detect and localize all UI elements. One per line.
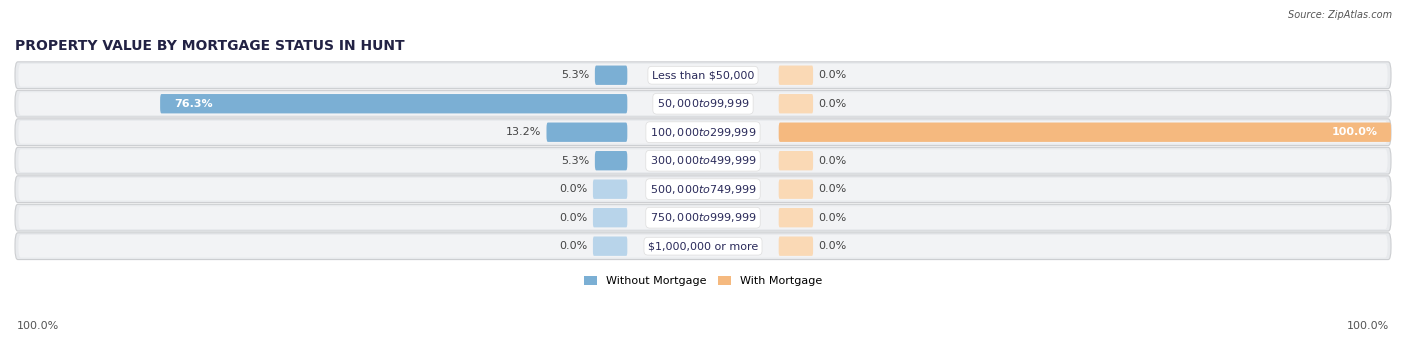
Text: 0.0%: 0.0% — [818, 156, 846, 166]
FancyBboxPatch shape — [18, 235, 1388, 257]
FancyBboxPatch shape — [779, 208, 813, 227]
FancyBboxPatch shape — [595, 151, 627, 170]
FancyBboxPatch shape — [779, 151, 813, 170]
Text: 0.0%: 0.0% — [818, 241, 846, 251]
FancyBboxPatch shape — [593, 179, 627, 199]
FancyBboxPatch shape — [18, 64, 1388, 87]
Text: 100.0%: 100.0% — [17, 321, 59, 331]
FancyBboxPatch shape — [593, 208, 627, 227]
Text: $50,000 to $99,999: $50,000 to $99,999 — [657, 97, 749, 110]
FancyBboxPatch shape — [779, 179, 813, 199]
Text: Less than $50,000: Less than $50,000 — [652, 70, 754, 80]
FancyBboxPatch shape — [15, 90, 1391, 117]
Text: 0.0%: 0.0% — [560, 213, 588, 223]
Text: 0.0%: 0.0% — [818, 70, 846, 80]
Text: 0.0%: 0.0% — [818, 99, 846, 109]
Text: $750,000 to $999,999: $750,000 to $999,999 — [650, 211, 756, 224]
FancyBboxPatch shape — [15, 176, 1391, 203]
Text: 0.0%: 0.0% — [560, 241, 588, 251]
FancyBboxPatch shape — [779, 94, 813, 114]
Text: $100,000 to $299,999: $100,000 to $299,999 — [650, 126, 756, 139]
FancyBboxPatch shape — [779, 122, 1391, 142]
FancyBboxPatch shape — [15, 147, 1391, 174]
Text: 100.0%: 100.0% — [1347, 321, 1389, 331]
Legend: Without Mortgage, With Mortgage: Without Mortgage, With Mortgage — [579, 271, 827, 291]
FancyBboxPatch shape — [15, 204, 1391, 231]
FancyBboxPatch shape — [779, 65, 813, 85]
FancyBboxPatch shape — [18, 92, 1388, 115]
Text: 0.0%: 0.0% — [818, 184, 846, 194]
Text: 13.2%: 13.2% — [506, 127, 541, 137]
Text: 0.0%: 0.0% — [818, 213, 846, 223]
FancyBboxPatch shape — [15, 62, 1391, 89]
Text: 0.0%: 0.0% — [560, 184, 588, 194]
Text: 5.3%: 5.3% — [561, 70, 589, 80]
FancyBboxPatch shape — [593, 237, 627, 256]
Text: $500,000 to $749,999: $500,000 to $749,999 — [650, 183, 756, 196]
FancyBboxPatch shape — [18, 121, 1388, 144]
Text: $1,000,000 or more: $1,000,000 or more — [648, 241, 758, 251]
FancyBboxPatch shape — [547, 122, 627, 142]
FancyBboxPatch shape — [15, 233, 1391, 260]
Text: PROPERTY VALUE BY MORTGAGE STATUS IN HUNT: PROPERTY VALUE BY MORTGAGE STATUS IN HUN… — [15, 39, 405, 53]
Text: 5.3%: 5.3% — [561, 156, 589, 166]
FancyBboxPatch shape — [160, 94, 627, 114]
Text: 76.3%: 76.3% — [174, 99, 212, 109]
FancyBboxPatch shape — [779, 237, 813, 256]
Text: $300,000 to $499,999: $300,000 to $499,999 — [650, 154, 756, 167]
FancyBboxPatch shape — [18, 178, 1388, 201]
FancyBboxPatch shape — [15, 119, 1391, 146]
FancyBboxPatch shape — [18, 206, 1388, 229]
FancyBboxPatch shape — [595, 65, 627, 85]
Text: Source: ZipAtlas.com: Source: ZipAtlas.com — [1288, 10, 1392, 20]
FancyBboxPatch shape — [18, 149, 1388, 172]
Text: 100.0%: 100.0% — [1331, 127, 1378, 137]
